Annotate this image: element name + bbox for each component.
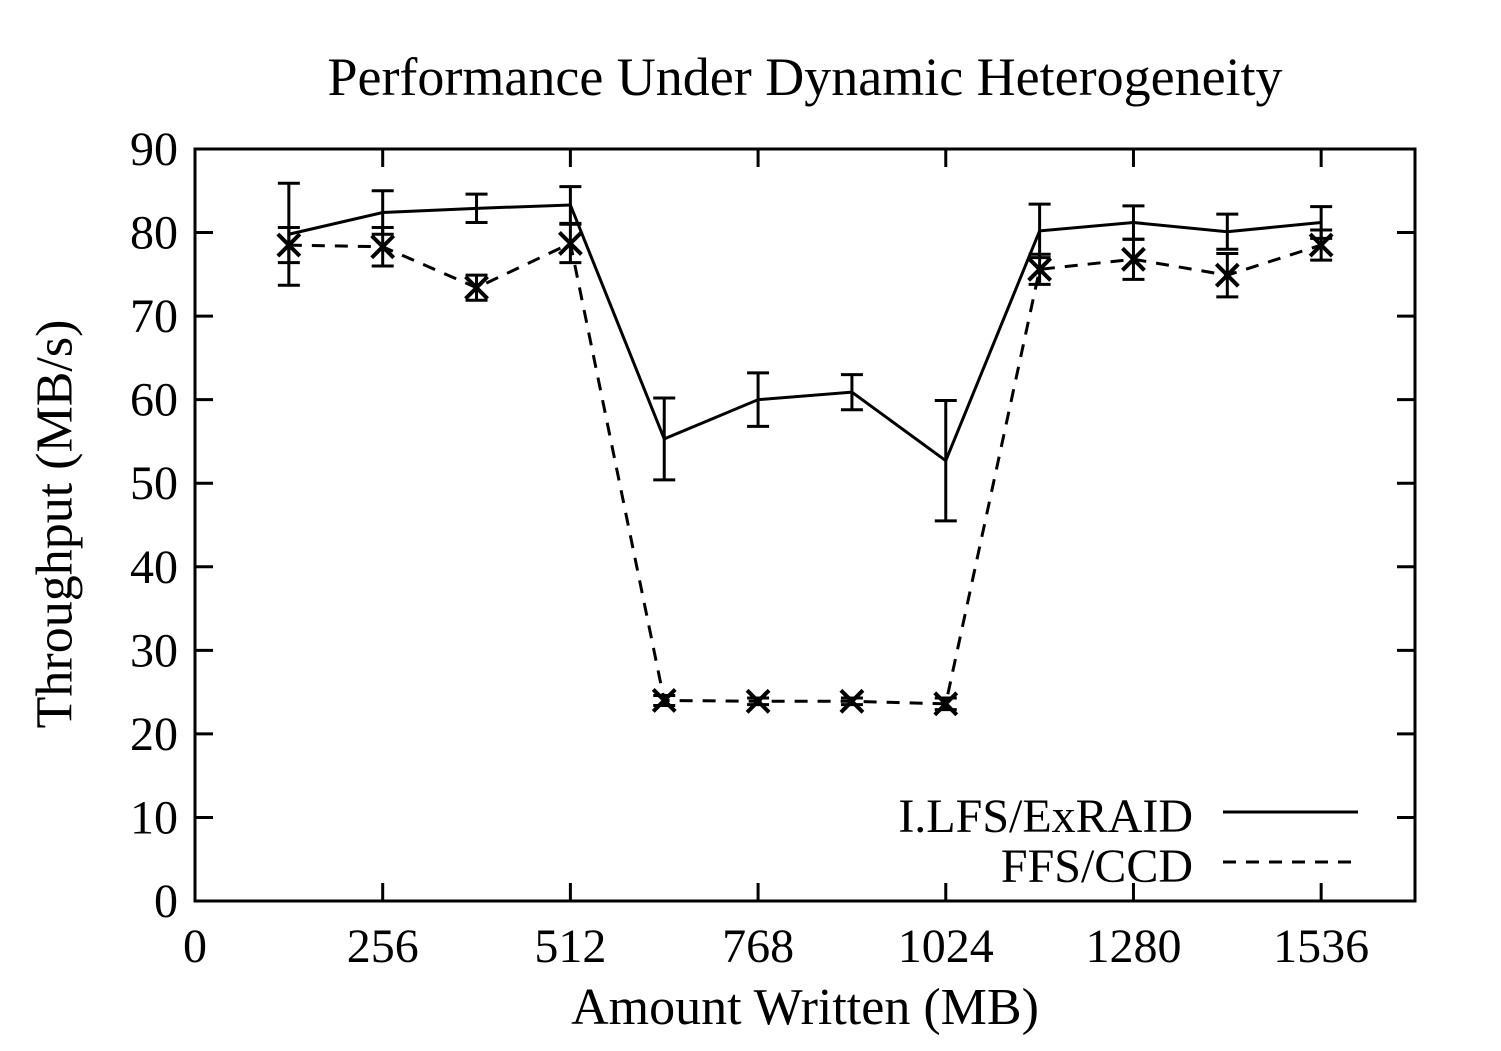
series-marker-x: [464, 275, 489, 301]
series-marker-x: [1027, 256, 1053, 282]
series-marker-x: [1121, 246, 1146, 272]
y-tick-label: 0: [154, 875, 178, 928]
series-line-i-lfs-exraid: [288, 203, 1322, 464]
y-tick-label: 80: [130, 207, 178, 260]
plot-border: [193, 147, 1417, 903]
x-tick-label: 768: [722, 920, 794, 973]
y-tick-label: 70: [130, 290, 178, 343]
x-tick-label: 512: [534, 920, 606, 973]
legend-label: I.LFS/ExRAID: [898, 790, 1193, 843]
series-marker-x: [557, 231, 583, 256]
legend-label: FFS/CCD: [1001, 840, 1193, 893]
series-marker-x: [1214, 262, 1240, 288]
y-tick-label: 50: [130, 457, 178, 510]
y-tick-label: 20: [130, 708, 178, 761]
x-tick-label: 1536: [1273, 920, 1369, 973]
y-tick-label: 60: [130, 374, 178, 427]
series-marker-x: [933, 691, 959, 717]
x-tick-label: 0: [183, 920, 207, 973]
series-marker-x: [276, 232, 302, 258]
series-line-ffs-ccd: [288, 241, 1322, 706]
y-axis-label: Throughput (MB/s): [26, 319, 84, 729]
y-tick-label: 40: [130, 541, 178, 594]
y-tick-label: 90: [130, 123, 178, 176]
series-marker-x: [839, 688, 865, 714]
y-tick-label: 30: [130, 624, 178, 677]
series-marker-x: [745, 688, 771, 714]
x-axis-label: Amount Written (MB): [571, 979, 1039, 1036]
y-tick-label: 10: [130, 791, 178, 844]
x-tick-label: 1280: [1085, 920, 1181, 973]
series-marker-x: [651, 688, 677, 713]
x-tick-label: 256: [347, 920, 419, 973]
chart-title: Performance Under Dynamic Heterogeneity: [327, 47, 1283, 107]
series-marker-x: [370, 234, 396, 260]
x-tick-label: 1024: [898, 920, 994, 973]
series-marker-x: [1308, 232, 1334, 258]
